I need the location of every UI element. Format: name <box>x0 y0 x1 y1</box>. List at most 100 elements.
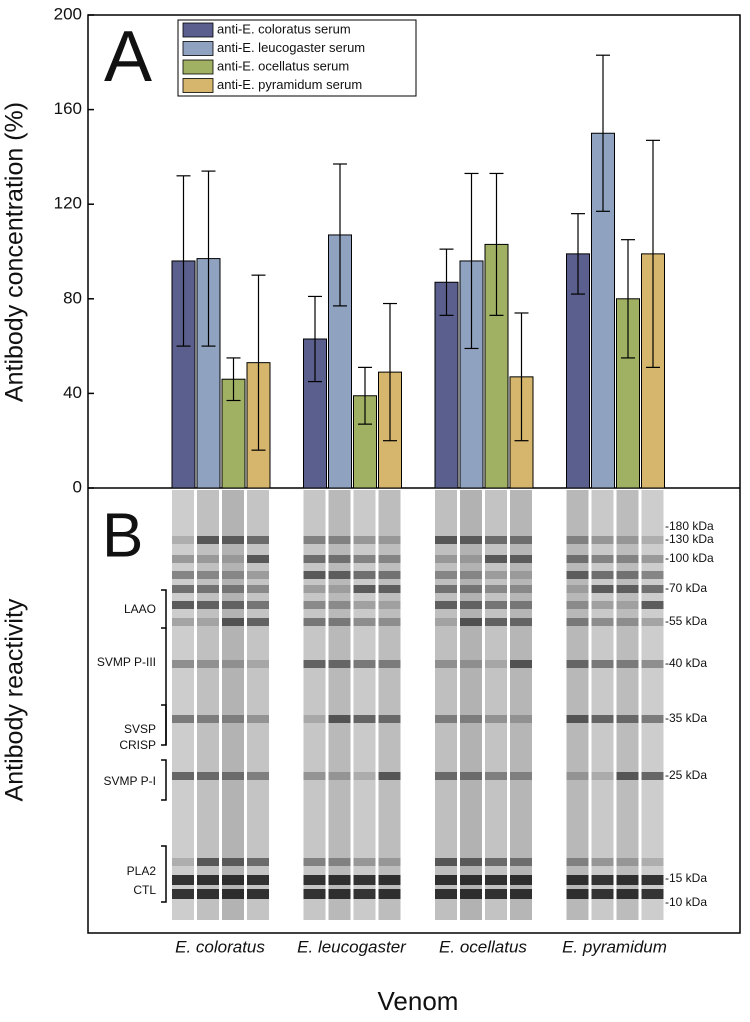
blot-band <box>460 618 482 626</box>
blot-band <box>222 660 244 668</box>
blot-band <box>247 772 269 780</box>
protein-label: SVMP P-III <box>97 655 156 669</box>
blot-lane <box>172 490 194 920</box>
blot-band <box>172 858 194 866</box>
blot-band <box>353 571 376 579</box>
blot-lane <box>641 490 664 920</box>
blot-band <box>197 889 219 899</box>
blot-band <box>247 585 269 593</box>
blot-band <box>247 601 269 609</box>
blot-band <box>172 601 194 609</box>
blot-band <box>566 660 589 668</box>
blot-band <box>247 858 269 866</box>
blot-band <box>641 858 664 866</box>
blot-band <box>328 618 351 626</box>
blot-band <box>591 571 614 579</box>
blot-band <box>222 601 244 609</box>
blot-lane <box>566 490 589 920</box>
blot-band <box>222 618 244 626</box>
blot-band <box>378 715 401 723</box>
blot-band <box>378 772 401 780</box>
blot-band <box>353 555 376 563</box>
blot-band <box>435 715 457 723</box>
blot-band <box>222 889 244 899</box>
blot-band <box>353 858 376 866</box>
blot-band <box>197 772 219 780</box>
error-bar <box>489 172 504 316</box>
blot-band <box>303 889 326 899</box>
legend-box <box>177 19 417 97</box>
blot-band <box>460 858 482 866</box>
blot-band <box>485 555 507 563</box>
panel-label: A <box>104 17 152 97</box>
blot-band <box>247 875 269 885</box>
y-tick-label: 200 <box>54 4 82 23</box>
blot-band <box>303 571 326 579</box>
blot-band <box>510 772 532 780</box>
blot-band <box>641 889 664 899</box>
error-bar <box>226 357 241 402</box>
blot-band <box>460 571 482 579</box>
legend-swatch <box>182 22 214 38</box>
blot-band <box>197 715 219 723</box>
protein-label: CTL <box>133 883 156 897</box>
blot-lane <box>510 490 532 920</box>
blot-band <box>303 536 326 544</box>
blot-band <box>460 555 482 563</box>
blot-band <box>485 601 507 609</box>
blot-band <box>222 858 244 866</box>
blot-band <box>328 772 351 780</box>
blot-band <box>247 889 269 899</box>
blot-band <box>566 536 589 544</box>
blot-band <box>353 585 376 593</box>
blot-band <box>485 618 507 626</box>
blot-band <box>616 555 639 563</box>
legend-label: anti-E. ocellatus serum <box>217 58 349 73</box>
blot-band <box>222 555 244 563</box>
blot-band <box>591 660 614 668</box>
blot-band <box>510 585 532 593</box>
x-tick-label: E. pyramidum <box>562 937 667 956</box>
y-axis-label: Antibody reactivity <box>1 598 29 801</box>
error-bar <box>646 139 660 368</box>
blot-band <box>435 555 457 563</box>
blot-band <box>328 858 351 866</box>
blot-band <box>510 601 532 609</box>
blot-lane <box>247 490 269 920</box>
blot-band <box>435 875 457 885</box>
blot-band <box>485 889 507 899</box>
protein-label: CRISP <box>119 738 156 752</box>
blot-band <box>172 618 194 626</box>
blot-band <box>591 555 614 563</box>
blot-band <box>591 715 614 723</box>
blot-band <box>172 585 194 593</box>
protein-label: PLA2 <box>127 864 157 878</box>
blot-band <box>641 772 664 780</box>
blot-lane <box>591 490 614 920</box>
y-tick-label: 40 <box>63 383 82 402</box>
blot-band <box>616 660 639 668</box>
blot-band <box>328 585 351 593</box>
error-bar <box>383 302 397 442</box>
blot-band <box>591 772 614 780</box>
y-tick-label: 0 <box>73 477 82 496</box>
blot-band <box>378 555 401 563</box>
blot-band <box>485 875 507 885</box>
blot-band <box>378 858 401 866</box>
blot-band <box>566 555 589 563</box>
blot-band <box>566 571 589 579</box>
blot-band <box>641 660 664 668</box>
blot-band <box>328 875 351 885</box>
blot-lane <box>616 490 639 920</box>
blot-band <box>591 889 614 899</box>
blot-lane <box>303 490 326 920</box>
blot-band <box>172 875 194 885</box>
blot-lane <box>435 490 457 920</box>
blot-band <box>328 601 351 609</box>
blot-band <box>616 536 639 544</box>
marker-label: -130 kDa <box>665 532 714 546</box>
blot-band <box>510 660 532 668</box>
blot-band <box>460 536 482 544</box>
protein-label: SVSP <box>124 722 156 736</box>
marker-label: -15 kDa <box>665 871 707 885</box>
